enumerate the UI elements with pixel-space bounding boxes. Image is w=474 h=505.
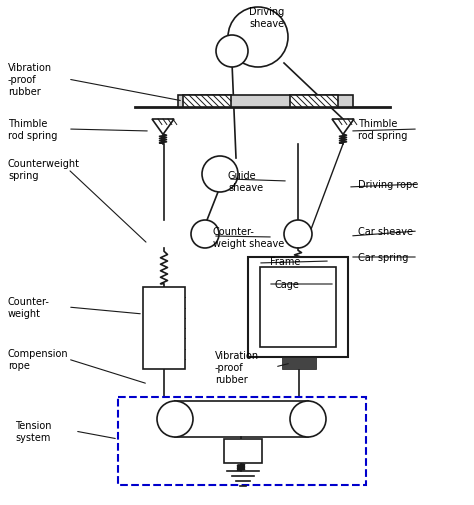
Text: Driving rope: Driving rope [358, 180, 418, 189]
Text: Driving
sheave: Driving sheave [249, 7, 284, 29]
Text: Thimble
rod spring: Thimble rod spring [8, 119, 57, 140]
Bar [118, 397, 366, 485]
Circle shape [216, 36, 248, 68]
Bar [260, 268, 336, 347]
Polygon shape [152, 120, 174, 135]
Text: Counter-
weight: Counter- weight [8, 296, 50, 318]
Bar [143, 287, 185, 369]
Text: Vibration
-proof
rubber: Vibration -proof rubber [8, 63, 52, 96]
Circle shape [290, 401, 326, 437]
Circle shape [228, 8, 288, 68]
Bar [224, 439, 262, 463]
Text: Thimble
rod spring: Thimble rod spring [358, 119, 407, 140]
Text: Tension
system: Tension system [15, 420, 52, 442]
Circle shape [157, 401, 193, 437]
Bar [282, 358, 316, 369]
Circle shape [202, 157, 238, 192]
Circle shape [284, 221, 312, 248]
Text: Car sheave: Car sheave [358, 227, 413, 236]
Bar [290, 96, 338, 108]
Text: Counter-
weight sheave: Counter- weight sheave [213, 227, 284, 248]
Text: Guide
sheave: Guide sheave [228, 171, 263, 192]
Bar [248, 258, 348, 358]
Text: Compension
rope: Compension rope [8, 348, 69, 370]
Bar [183, 96, 231, 108]
Text: Vibration
-proof
rubber: Vibration -proof rubber [215, 350, 259, 384]
Polygon shape [332, 120, 354, 135]
Bar [178, 96, 353, 108]
Circle shape [191, 221, 219, 248]
Text: Frame: Frame [270, 257, 301, 267]
Text: Car spring: Car spring [358, 252, 409, 263]
Text: Cage: Cage [275, 279, 300, 289]
Text: Counterweight
spring: Counterweight spring [8, 159, 80, 180]
